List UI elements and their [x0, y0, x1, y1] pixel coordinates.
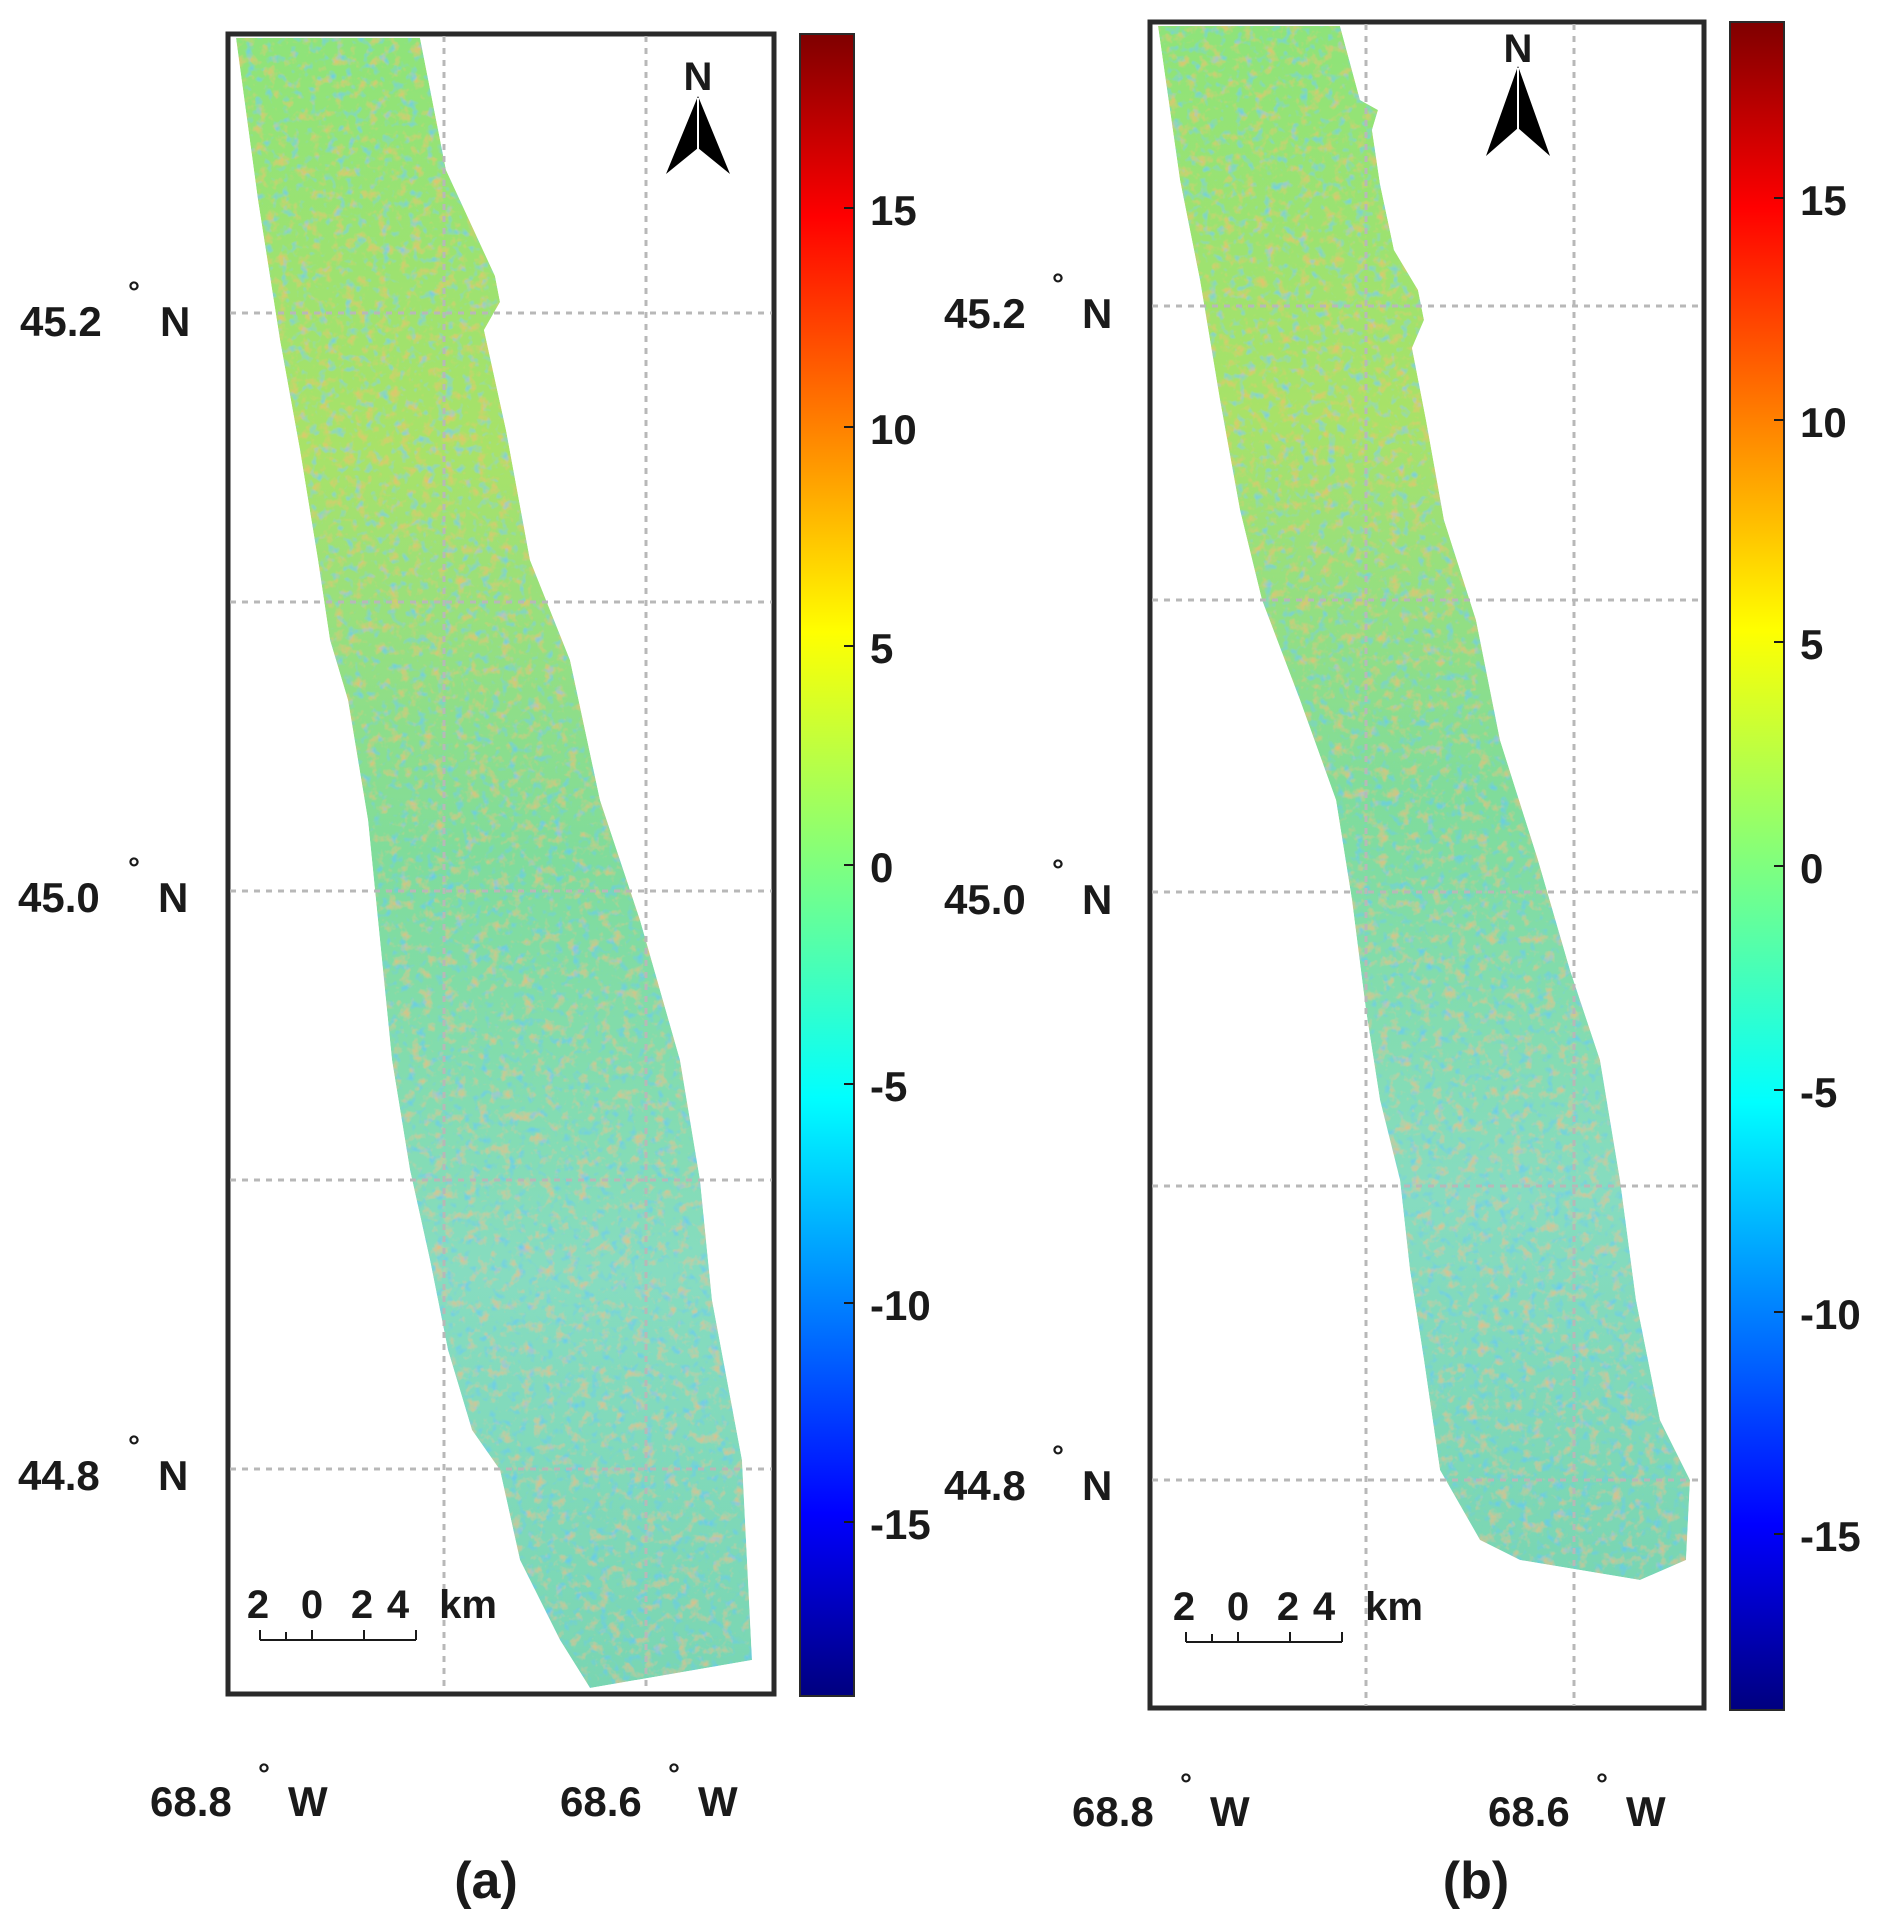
- svg-text:N: N: [1082, 290, 1112, 337]
- panel-caption: (b): [1443, 1852, 1509, 1910]
- svg-text:N: N: [160, 298, 190, 345]
- svg-text:W: W: [1626, 1788, 1666, 1835]
- colorbar-tick-label: 5: [1800, 621, 1823, 668]
- svg-text:45.0: 45.0: [18, 874, 100, 921]
- svg-text:°: °: [1052, 1440, 1064, 1473]
- svg-text:45.2: 45.2: [944, 290, 1026, 337]
- colorbar-tick-label: -10: [870, 1282, 931, 1329]
- svg-text:N: N: [1082, 876, 1112, 923]
- colorbar-tick-labels: 15 10 5 0 -5 -10 -15: [1800, 177, 1861, 1560]
- colorbar-tick-label: 10: [870, 406, 917, 453]
- colorbar-tick-label: 15: [870, 187, 917, 234]
- panel-b: N 2 0 2 4 km: [944, 19, 1861, 1910]
- lat-label: 44.8 ° N: [944, 1440, 1112, 1509]
- colorbar-tick-label: -5: [1800, 1069, 1837, 1116]
- scale-tick-label: 2: [1173, 1585, 1195, 1629]
- svg-text:°: °: [668, 1758, 680, 1791]
- colorbar-tick-label: 5: [870, 625, 893, 672]
- svg-text:44.8: 44.8: [18, 1452, 100, 1499]
- svg-text:N: N: [1082, 1462, 1112, 1509]
- colorbar-ticks: [844, 207, 854, 1523]
- scale-tick-label: 0: [1227, 1585, 1249, 1629]
- colorbar-tick-label: -15: [870, 1501, 931, 1548]
- scale-tick-label: 4: [1313, 1585, 1336, 1629]
- colorbar-tick-labels: 15 10 5 0 -5 -10 -15: [870, 187, 931, 1548]
- longitude-labels: 68.8 ° W 68.6 ° W: [1072, 1768, 1666, 1835]
- svg-text:N: N: [158, 874, 188, 921]
- scale-tick-label: 0: [301, 1583, 323, 1627]
- svg-text:68.6: 68.6: [1488, 1788, 1570, 1835]
- colorbar-tick-label: -15: [1800, 1513, 1861, 1560]
- colorbar-tick-label: -5: [870, 1063, 907, 1110]
- lat-label: 44.8 ° N: [18, 1430, 188, 1499]
- scale-tick-label: 2: [351, 1583, 373, 1627]
- svg-text:68.6: 68.6: [560, 1778, 642, 1825]
- north-arrow-icon: N: [666, 55, 730, 174]
- lat-label: 45.2 ° N: [944, 268, 1112, 337]
- scale-bar: 2 0 2 4 km: [1173, 1585, 1423, 1643]
- latitude-labels: 45.2 ° N 45.0 ° N 44.8 ° N: [944, 268, 1112, 1509]
- north-arrow-icon: N: [1486, 27, 1550, 156]
- svg-text:44.8: 44.8: [944, 1462, 1026, 1509]
- lon-label: 68.8 ° W: [150, 1758, 328, 1825]
- lon-label: 68.6 ° W: [560, 1758, 738, 1825]
- graticule: [230, 36, 772, 1692]
- lon-label: 68.8 ° W: [1072, 1768, 1250, 1835]
- colorbar-tick-label: 10: [1800, 399, 1847, 446]
- colorbar-tick-label: 0: [870, 844, 893, 891]
- svg-text:45.0: 45.0: [944, 876, 1026, 923]
- north-letter: N: [684, 55, 713, 99]
- svg-text:°: °: [128, 1430, 140, 1463]
- colorbar-tick-label: 0: [1800, 845, 1823, 892]
- svg-text:45.2: 45.2: [20, 298, 102, 345]
- longitude-labels: 68.8 ° W 68.6 ° W: [150, 1758, 738, 1825]
- svg-text:°: °: [1180, 1768, 1192, 1801]
- colorbar-tick-label: 15: [1800, 177, 1847, 224]
- svg-text:N: N: [158, 1452, 188, 1499]
- latitude-labels: 45.2 ° N 45.0 ° N 44.8 ° N: [18, 276, 190, 1499]
- scale-bar: 2 0 2 4 km: [247, 1583, 497, 1641]
- scale-tick-label: 4: [387, 1583, 410, 1627]
- svg-text:68.8: 68.8: [1072, 1788, 1154, 1835]
- svg-text:W: W: [1210, 1788, 1250, 1835]
- scale-unit: km: [439, 1583, 497, 1627]
- svg-text:°: °: [128, 276, 140, 309]
- svg-text:°: °: [1052, 268, 1064, 301]
- scale-unit: km: [1365, 1585, 1423, 1629]
- radar-swath: [236, 38, 752, 1688]
- svg-text:°: °: [1052, 854, 1064, 887]
- panel-a: N 2 0 2 4 km: [18, 31, 931, 1910]
- scale-tick-label: 2: [1277, 1585, 1299, 1629]
- svg-text:W: W: [288, 1778, 328, 1825]
- lat-label: 45.0 ° N: [944, 854, 1112, 923]
- scale-tick-label: 2: [247, 1583, 269, 1627]
- radar-swath: [1158, 26, 1690, 1580]
- lat-label: 45.2 ° N: [20, 276, 190, 345]
- svg-text:°: °: [1596, 1768, 1608, 1801]
- lat-label: 45.0 ° N: [18, 852, 188, 921]
- lon-label: 68.6 ° W: [1488, 1768, 1666, 1835]
- graticule: [1152, 24, 1702, 1706]
- colorbar-ticks: [1774, 197, 1784, 1535]
- svg-text:68.8: 68.8: [150, 1778, 232, 1825]
- colorbar-tick-label: -10: [1800, 1291, 1861, 1338]
- svg-text:°: °: [128, 852, 140, 885]
- svg-text:°: °: [258, 1758, 270, 1791]
- panel-caption: (a): [454, 1852, 518, 1910]
- svg-text:W: W: [698, 1778, 738, 1825]
- north-letter: N: [1504, 27, 1533, 71]
